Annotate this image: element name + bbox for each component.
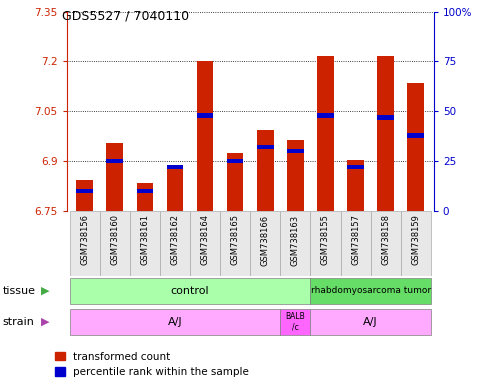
Text: GSM738164: GSM738164: [201, 214, 210, 265]
Text: ▶: ▶: [41, 316, 49, 327]
Bar: [167, 166, 183, 211]
Text: GSM738156: GSM738156: [80, 214, 89, 265]
FancyBboxPatch shape: [281, 309, 311, 334]
Bar: [378, 56, 394, 211]
Text: GSM738160: GSM738160: [110, 214, 119, 265]
FancyBboxPatch shape: [341, 211, 371, 276]
Text: tissue: tissue: [2, 286, 35, 296]
FancyBboxPatch shape: [311, 309, 431, 334]
Text: rhabdomyosarcoma tumor: rhabdomyosarcoma tumor: [311, 286, 431, 295]
Text: A/J: A/J: [363, 316, 378, 327]
Bar: [257, 145, 274, 149]
Bar: [287, 149, 304, 154]
FancyBboxPatch shape: [371, 211, 401, 276]
Text: GSM738158: GSM738158: [381, 214, 390, 265]
Bar: [347, 160, 364, 211]
FancyBboxPatch shape: [70, 309, 281, 334]
Bar: [137, 183, 153, 211]
Text: GSM738162: GSM738162: [171, 214, 179, 265]
Bar: [317, 56, 334, 211]
FancyBboxPatch shape: [311, 211, 341, 276]
FancyBboxPatch shape: [130, 211, 160, 276]
Bar: [106, 143, 123, 211]
Bar: [106, 159, 123, 164]
Bar: [347, 165, 364, 169]
Legend: transformed count, percentile rank within the sample: transformed count, percentile rank withi…: [55, 352, 249, 377]
FancyBboxPatch shape: [220, 211, 250, 276]
Bar: [317, 113, 334, 118]
Text: ▶: ▶: [41, 286, 49, 296]
Bar: [76, 189, 93, 194]
FancyBboxPatch shape: [401, 211, 431, 276]
Text: GSM738165: GSM738165: [231, 214, 240, 265]
Bar: [197, 61, 213, 211]
Bar: [227, 159, 244, 164]
Text: GSM738157: GSM738157: [351, 214, 360, 265]
Text: strain: strain: [2, 316, 35, 327]
FancyBboxPatch shape: [100, 211, 130, 276]
Bar: [287, 140, 304, 211]
FancyBboxPatch shape: [70, 211, 100, 276]
Text: GSM738159: GSM738159: [411, 214, 420, 265]
FancyBboxPatch shape: [70, 278, 311, 304]
Text: BALB
/c: BALB /c: [285, 312, 305, 331]
Text: GSM738155: GSM738155: [321, 214, 330, 265]
Text: GSM738161: GSM738161: [141, 214, 149, 265]
Bar: [227, 153, 244, 211]
Bar: [378, 115, 394, 119]
Text: A/J: A/J: [168, 316, 182, 327]
Bar: [408, 83, 424, 211]
Bar: [137, 189, 153, 194]
Text: GSM738163: GSM738163: [291, 214, 300, 266]
Bar: [167, 165, 183, 169]
FancyBboxPatch shape: [160, 211, 190, 276]
Bar: [257, 130, 274, 211]
Bar: [408, 133, 424, 137]
FancyBboxPatch shape: [281, 211, 311, 276]
Bar: [197, 113, 213, 118]
Text: GDS5527 / 7040110: GDS5527 / 7040110: [62, 10, 189, 23]
Text: control: control: [171, 286, 210, 296]
Text: GSM738166: GSM738166: [261, 214, 270, 266]
FancyBboxPatch shape: [311, 278, 431, 304]
Bar: [76, 180, 93, 211]
FancyBboxPatch shape: [190, 211, 220, 276]
FancyBboxPatch shape: [250, 211, 281, 276]
